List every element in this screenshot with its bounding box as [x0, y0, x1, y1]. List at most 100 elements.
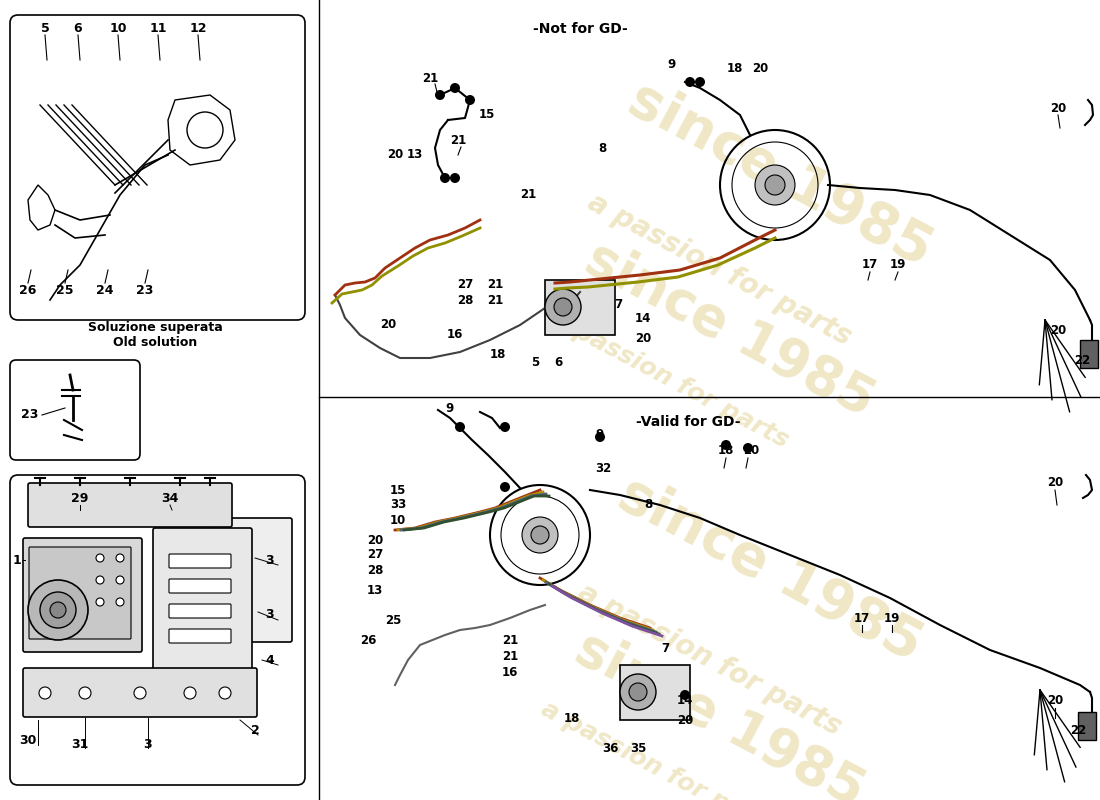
Text: 31: 31 [72, 738, 89, 751]
FancyBboxPatch shape [28, 483, 232, 527]
Text: 20: 20 [1049, 323, 1066, 337]
Text: 29: 29 [72, 491, 89, 505]
Text: 8: 8 [598, 142, 606, 154]
Text: 11: 11 [150, 22, 167, 34]
Text: 21: 21 [450, 134, 466, 146]
Text: since 1985: since 1985 [566, 622, 873, 800]
Circle shape [742, 443, 754, 453]
Text: a passion for parts: a passion for parts [583, 189, 857, 351]
Text: 23: 23 [21, 409, 38, 422]
Text: 19: 19 [890, 258, 906, 271]
Text: 33: 33 [389, 498, 406, 511]
Circle shape [40, 592, 76, 628]
Text: 3: 3 [144, 738, 152, 751]
Text: 18: 18 [490, 349, 506, 362]
Text: 17: 17 [854, 611, 870, 625]
Text: 15: 15 [478, 109, 495, 122]
Circle shape [440, 173, 450, 183]
Text: 21: 21 [487, 294, 503, 306]
Text: 2: 2 [251, 723, 260, 737]
Text: 10: 10 [109, 22, 126, 34]
Text: 16: 16 [447, 329, 463, 342]
FancyBboxPatch shape [169, 604, 231, 618]
Circle shape [450, 173, 460, 183]
Circle shape [544, 289, 581, 325]
FancyBboxPatch shape [213, 518, 292, 642]
FancyBboxPatch shape [169, 629, 231, 643]
Text: 20: 20 [387, 149, 403, 162]
Text: 32: 32 [595, 462, 612, 474]
Text: -Not for GD-: -Not for GD- [532, 22, 627, 36]
Text: 20: 20 [1047, 475, 1063, 489]
Text: 6: 6 [554, 355, 562, 369]
Text: 25: 25 [56, 283, 74, 297]
Text: 20: 20 [379, 318, 396, 331]
FancyBboxPatch shape [169, 554, 231, 568]
Text: 26: 26 [360, 634, 376, 646]
Text: 21: 21 [422, 71, 438, 85]
Text: 27: 27 [456, 278, 473, 291]
Circle shape [184, 687, 196, 699]
Circle shape [455, 422, 465, 432]
Text: since 1985: since 1985 [576, 232, 883, 428]
Text: a passion for parts: a passion for parts [547, 307, 793, 453]
Text: 18: 18 [727, 62, 744, 74]
Circle shape [434, 90, 446, 100]
Text: a passion for parts: a passion for parts [573, 578, 847, 742]
Text: 9: 9 [446, 402, 454, 414]
Circle shape [500, 422, 510, 432]
Text: 8: 8 [644, 498, 652, 511]
Circle shape [755, 165, 795, 205]
Text: 21: 21 [502, 634, 518, 646]
Text: 25: 25 [385, 614, 402, 626]
FancyBboxPatch shape [10, 360, 140, 460]
Text: 15: 15 [389, 483, 406, 497]
Circle shape [450, 83, 460, 93]
Text: 3: 3 [266, 609, 274, 622]
FancyBboxPatch shape [23, 538, 142, 652]
Circle shape [28, 580, 88, 640]
Text: Soluzione superata: Soluzione superata [88, 322, 222, 334]
Text: 36: 36 [602, 742, 618, 754]
Text: 9: 9 [668, 58, 676, 71]
Circle shape [720, 440, 732, 450]
Text: 22: 22 [1074, 354, 1090, 366]
Text: 27: 27 [367, 549, 383, 562]
Text: 12: 12 [189, 22, 207, 34]
Circle shape [500, 482, 510, 492]
Text: 21: 21 [520, 189, 536, 202]
Circle shape [219, 687, 231, 699]
Text: 13: 13 [367, 583, 383, 597]
Circle shape [39, 687, 51, 699]
Text: 20: 20 [1049, 102, 1066, 114]
Text: 22: 22 [1070, 723, 1086, 737]
Circle shape [465, 95, 475, 105]
Text: 35: 35 [630, 742, 646, 754]
Circle shape [116, 576, 124, 584]
Text: 10: 10 [389, 514, 406, 526]
FancyBboxPatch shape [29, 547, 131, 639]
Bar [1078, 712, 1096, 740]
Bar [1080, 340, 1098, 368]
Text: 5: 5 [531, 355, 539, 369]
Text: 20: 20 [676, 714, 693, 726]
Text: 3: 3 [266, 554, 274, 566]
Text: 20: 20 [1047, 694, 1063, 706]
Circle shape [116, 598, 124, 606]
Circle shape [116, 554, 124, 562]
FancyBboxPatch shape [10, 15, 305, 320]
Text: 13: 13 [407, 149, 424, 162]
Circle shape [695, 77, 705, 87]
Circle shape [96, 598, 104, 606]
Text: 5: 5 [41, 22, 50, 34]
Circle shape [554, 298, 572, 316]
Text: 28: 28 [366, 563, 383, 577]
Text: 4: 4 [265, 654, 274, 666]
Text: 23: 23 [136, 283, 154, 297]
Text: 7: 7 [614, 298, 623, 311]
Circle shape [764, 175, 785, 195]
Text: 20: 20 [752, 62, 768, 74]
Bar [620, 665, 690, 720]
Circle shape [629, 683, 647, 701]
Circle shape [595, 432, 605, 442]
